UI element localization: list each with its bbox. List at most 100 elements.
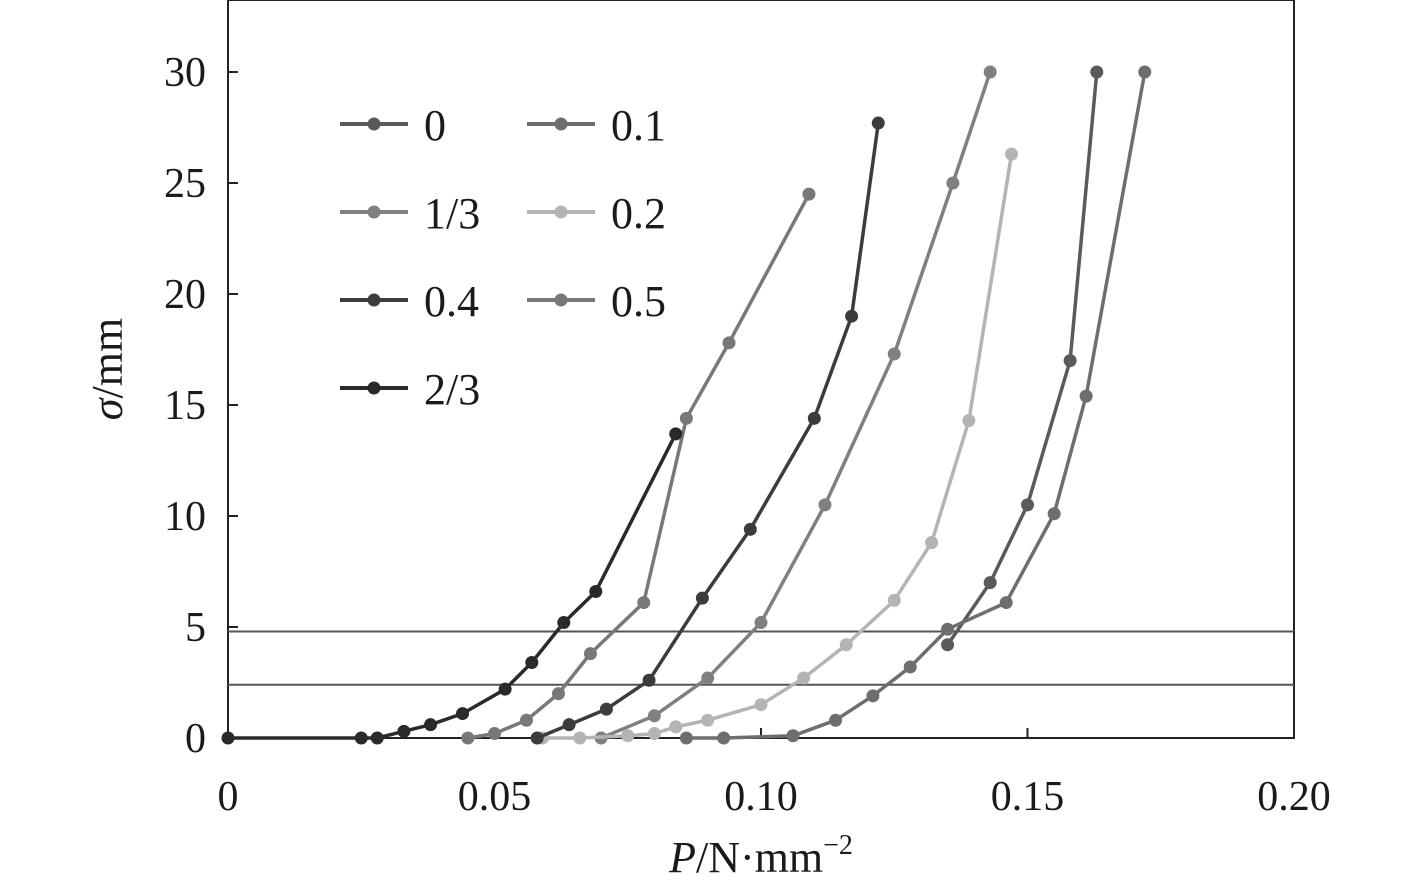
data-point — [1090, 65, 1104, 79]
data-point — [983, 65, 997, 79]
data-point — [701, 671, 715, 685]
data-point — [722, 336, 736, 350]
data-point — [370, 731, 384, 745]
x-tick-label: 0.20 — [1257, 774, 1331, 820]
data-point — [695, 591, 709, 605]
data-point — [621, 729, 635, 743]
data-point — [589, 584, 603, 598]
data-point — [941, 622, 955, 636]
y-tick-label: 0 — [185, 716, 206, 762]
x-axis-label-unit: /N·mm — [696, 833, 823, 882]
data-point — [354, 731, 368, 745]
y-tick-label: 10 — [164, 494, 206, 540]
x-tick-label: 0.05 — [458, 774, 532, 820]
data-point — [519, 713, 533, 727]
data-point — [637, 596, 651, 610]
series-line-4 — [536, 122, 881, 740]
data-point — [669, 720, 683, 734]
data-point — [424, 718, 438, 732]
data-point — [754, 616, 768, 630]
data-point — [461, 731, 475, 745]
data-point — [573, 731, 587, 745]
legend-label: 0.1 — [611, 101, 666, 150]
legend-label: 0.2 — [611, 189, 666, 238]
y-tick-label: 15 — [164, 383, 206, 429]
data-point — [498, 682, 512, 696]
data-point — [802, 187, 816, 201]
data-point — [1138, 65, 1152, 79]
legend-swatch-marker — [367, 293, 381, 307]
data-point — [754, 698, 768, 712]
data-point — [456, 707, 470, 721]
data-point — [903, 660, 917, 674]
y-tick-label: 25 — [164, 161, 206, 207]
data-point — [941, 638, 955, 652]
legend-label: 0 — [424, 101, 446, 150]
data-point — [743, 522, 757, 536]
legend-label: 1/3 — [424, 189, 480, 238]
data-point — [551, 687, 565, 701]
data-point — [488, 727, 501, 741]
x-tick-label: 0.10 — [724, 774, 798, 820]
series-line-6 — [228, 433, 678, 740]
legend-swatch-marker — [554, 205, 568, 219]
legend-label: 0.4 — [424, 277, 479, 326]
data-point — [845, 309, 859, 323]
series-line-3 — [542, 153, 1014, 740]
y-axis: 0 5 10 15 20 25 30 — [164, 50, 238, 762]
series-line-2 — [600, 71, 992, 740]
x-axis-label-symbol: P — [668, 833, 696, 882]
y-tick-label: 20 — [164, 272, 206, 318]
data-point — [829, 713, 843, 727]
data-point — [679, 731, 693, 745]
data-point — [1047, 507, 1061, 521]
data-point — [818, 498, 832, 512]
data-point — [221, 731, 235, 745]
data-point — [562, 718, 576, 732]
data-point — [599, 702, 613, 716]
reference-lines — [228, 630, 1294, 686]
legend-swatch-marker — [367, 205, 381, 219]
y-axis-label: σ/mm — [83, 318, 132, 420]
data-point — [807, 411, 821, 425]
series-line-5 — [467, 193, 811, 740]
y-axis-label-unit: /mm — [83, 318, 132, 399]
data-point — [1021, 498, 1034, 512]
data-point — [647, 727, 661, 741]
x-tick-label: 0 — [218, 774, 239, 820]
data-point — [999, 596, 1013, 610]
data-point — [1079, 389, 1093, 403]
legend-label: 2/3 — [424, 365, 480, 414]
data-point — [1063, 354, 1077, 368]
data-point — [669, 427, 683, 441]
x-tick-label: 0.15 — [991, 774, 1065, 820]
legend-label: 0.5 — [611, 277, 666, 326]
data-point — [557, 616, 571, 630]
y-tick-label: 5 — [185, 605, 206, 651]
data-point — [962, 414, 976, 428]
data-point — [871, 116, 885, 130]
x-axis: 0 0.05 0.10 0.15 0.20 — [218, 728, 1331, 820]
data-point — [701, 713, 715, 727]
data-point — [786, 729, 800, 743]
data-point — [679, 411, 693, 425]
data-point — [525, 656, 539, 670]
legend-swatch-marker — [367, 117, 381, 131]
data-point — [583, 647, 597, 661]
legend: 0 0.1 1/3 0.2 0.4 0.5 2/3 — [340, 101, 666, 414]
data-point — [839, 638, 853, 652]
data-point — [397, 724, 411, 738]
data-point — [717, 731, 731, 745]
data-point — [530, 731, 544, 745]
data-point — [925, 536, 939, 550]
data-point — [647, 709, 661, 723]
data-point — [887, 593, 901, 607]
y-axis-label-symbol: σ — [83, 396, 132, 420]
series-line-1 — [686, 71, 1147, 740]
x-axis-label: P/N·mm−2 — [668, 830, 853, 882]
legend-swatch-marker — [554, 293, 568, 307]
data-point — [866, 689, 880, 703]
data-point — [887, 347, 901, 361]
x-axis-label-exponent: −2 — [823, 830, 853, 861]
